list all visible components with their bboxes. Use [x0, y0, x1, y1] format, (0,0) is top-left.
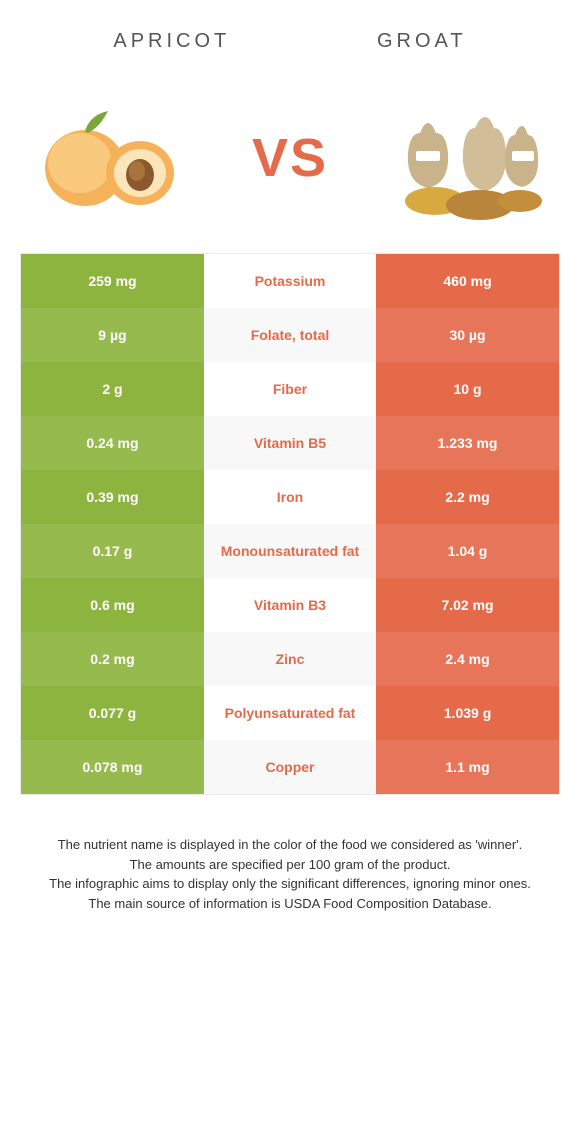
- table-row: 259 mgPotassium460 mg: [21, 254, 559, 308]
- nutrient-cell: Iron: [204, 470, 376, 524]
- comparison-infographic: Apricot Groat VS: [0, 0, 580, 953]
- nutrient-cell: Vitamin B3: [204, 578, 376, 632]
- table-row: 0.078 mgCopper1.1 mg: [21, 740, 559, 794]
- right-value-cell: 7.02 mg: [376, 578, 559, 632]
- left-food-title: Apricot: [113, 30, 230, 53]
- apricot-illustration: [30, 93, 200, 223]
- right-value-cell: 30 µg: [376, 308, 559, 362]
- nutrient-cell: Copper: [204, 740, 376, 794]
- table-row: 9 µgFolate, total30 µg: [21, 308, 559, 362]
- right-value-cell: 1.1 mg: [376, 740, 559, 794]
- right-value-cell: 1.233 mg: [376, 416, 559, 470]
- nutrient-cell: Vitamin B5: [204, 416, 376, 470]
- nutrient-cell: Folate, total: [204, 308, 376, 362]
- right-food-title: Groat: [377, 30, 467, 53]
- right-value-cell: 2.2 mg: [376, 470, 559, 524]
- right-value-cell: 460 mg: [376, 254, 559, 308]
- nutrient-cell: Polyunsaturated fat: [204, 686, 376, 740]
- nutrient-cell: Fiber: [204, 362, 376, 416]
- right-value-cell: 1.039 g: [376, 686, 559, 740]
- footnote-winner-color: The nutrient name is displayed in the co…: [40, 835, 540, 855]
- titles-row: Apricot Groat: [0, 0, 580, 73]
- left-value-cell: 0.078 mg: [21, 740, 204, 794]
- table-row: 0.6 mgVitamin B37.02 mg: [21, 578, 559, 632]
- left-value-cell: 0.077 g: [21, 686, 204, 740]
- right-value-cell: 2.4 mg: [376, 632, 559, 686]
- vs-label: VS: [252, 127, 328, 189]
- left-value-cell: 0.6 mg: [21, 578, 204, 632]
- nutrient-cell: Potassium: [204, 254, 376, 308]
- table-row: 2 gFiber10 g: [21, 362, 559, 416]
- footer-notes: The nutrient name is displayed in the co…: [40, 835, 540, 913]
- table-row: 0.077 gPolyunsaturated fat1.039 g: [21, 686, 559, 740]
- right-value-cell: 10 g: [376, 362, 559, 416]
- nutrient-cell: Monounsaturated fat: [204, 524, 376, 578]
- table-row: 0.2 mgZinc2.4 mg: [21, 632, 559, 686]
- groat-illustration: [380, 93, 550, 223]
- comparison-table: 259 mgPotassium460 mg9 µgFolate, total30…: [20, 253, 560, 795]
- left-value-cell: 2 g: [21, 362, 204, 416]
- nutrient-cell: Zinc: [204, 632, 376, 686]
- table-row: 0.17 gMonounsaturated fat1.04 g: [21, 524, 559, 578]
- left-value-cell: 0.17 g: [21, 524, 204, 578]
- table-row: 0.24 mgVitamin B51.233 mg: [21, 416, 559, 470]
- left-value-cell: 9 µg: [21, 308, 204, 362]
- left-value-cell: 0.2 mg: [21, 632, 204, 686]
- left-value-cell: 0.24 mg: [21, 416, 204, 470]
- footnote-source: The main source of information is USDA F…: [40, 894, 540, 914]
- table-row: 0.39 mgIron2.2 mg: [21, 470, 559, 524]
- footnote-per-100g: The amounts are specified per 100 gram o…: [40, 855, 540, 875]
- left-value-cell: 259 mg: [21, 254, 204, 308]
- right-value-cell: 1.04 g: [376, 524, 559, 578]
- left-value-cell: 0.39 mg: [21, 470, 204, 524]
- footnote-significant-diff: The infographic aims to display only the…: [40, 874, 540, 894]
- images-row: VS: [0, 73, 580, 253]
